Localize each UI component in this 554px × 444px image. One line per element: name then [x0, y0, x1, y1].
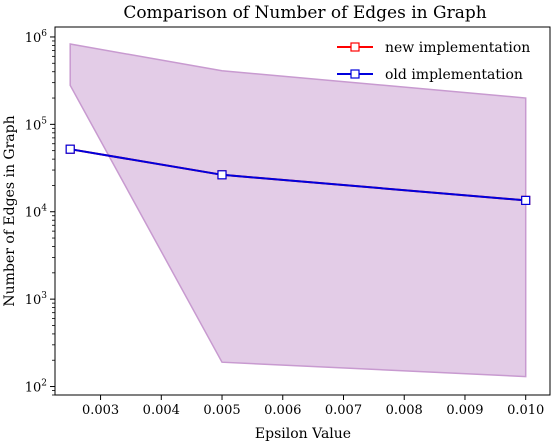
x-tick-label: 0.008 — [386, 403, 423, 418]
legend: new implementation old implementation — [337, 40, 530, 83]
x-tick-label: 0.003 — [82, 403, 119, 418]
confidence-band-layer — [69, 43, 527, 378]
data-point — [521, 195, 531, 205]
legend-label: new implementation — [385, 40, 530, 56]
legend-swatch-marker — [350, 42, 360, 52]
series-layer — [65, 144, 531, 205]
plot-area-frame — [54, 26, 551, 396]
series-old-implementation — [65, 144, 531, 205]
chart-title: Comparison of Number of Edges in Graph — [123, 3, 486, 23]
x-axis-label: Epsilon Value — [255, 426, 351, 442]
confidence-band — [69, 43, 527, 378]
x-tick-label: 0.004 — [143, 403, 180, 418]
y-tick-label: 105 — [25, 116, 48, 133]
x-axis: 0.003 0.004 0.005 0.006 0.007 0.008 0.009 0.010 — [82, 395, 544, 418]
y-axis: 102 103 104 105 106 — [25, 29, 55, 396]
x-tick-label: 0.006 — [264, 403, 301, 418]
y-tick-label: 104 — [25, 204, 48, 221]
legend-item: old implementation — [337, 67, 523, 83]
legend-label: old implementation — [385, 67, 523, 83]
legend-item: new implementation — [337, 40, 530, 56]
y-tick-label: 103 — [25, 291, 48, 308]
data-point — [65, 144, 75, 154]
y-tick-label: 102 — [25, 379, 47, 396]
y-axis-label: Number of Edges in Graph — [2, 115, 18, 306]
x-tick-label: 0.009 — [446, 403, 483, 418]
x-tick-label: 0.010 — [507, 403, 544, 418]
legend-swatch-marker — [350, 69, 360, 79]
data-point — [217, 170, 227, 180]
x-tick-label: 0.005 — [203, 403, 240, 418]
x-tick-label: 0.007 — [325, 403, 362, 418]
y-tick-label: 106 — [25, 29, 48, 46]
